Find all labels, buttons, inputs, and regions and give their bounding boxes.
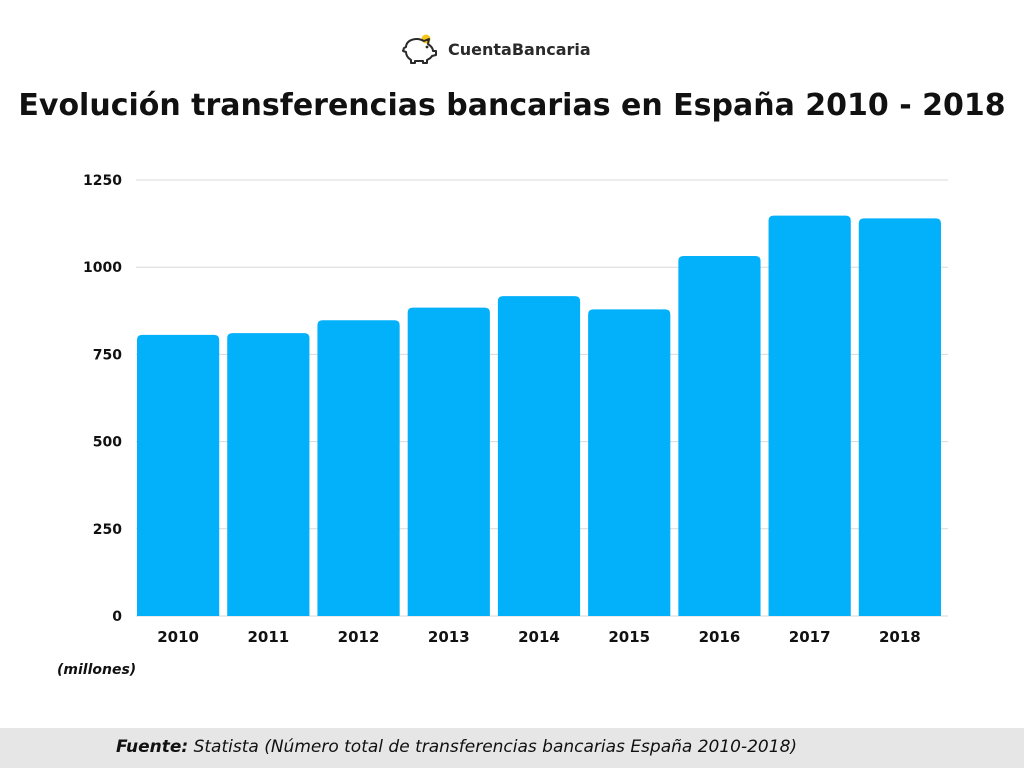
- y-axis-tick-labels: 0 250 500 750 1000 1250: [83, 173, 122, 625]
- x-tick-label: 2010: [157, 628, 199, 646]
- x-tick-label: 2015: [608, 628, 650, 646]
- x-tick-label: 2017: [789, 628, 831, 646]
- y-tick-label: 750: [93, 347, 122, 363]
- source-label: Fuente:: [116, 737, 189, 757]
- y-tick-label: 250: [93, 522, 122, 538]
- bar-2013: [407, 307, 490, 616]
- bar-2014: [497, 296, 581, 616]
- bar-2015: [588, 309, 671, 616]
- bar-2012: [317, 320, 400, 616]
- brand-logo: CuentaBancaria: [400, 32, 591, 66]
- bar-2010: [137, 334, 220, 616]
- y-tick-label: 1000: [83, 260, 122, 276]
- x-tick-label: 2013: [428, 628, 470, 646]
- bar-2011: [227, 333, 310, 616]
- bar-2016: [678, 256, 761, 616]
- y-tick-label: 500: [93, 435, 122, 451]
- x-tick-label: 2016: [699, 628, 741, 646]
- x-tick-label: 2014: [518, 628, 560, 646]
- brand-name: CuentaBancaria: [448, 39, 591, 59]
- unit-note: (millones): [57, 662, 137, 678]
- y-tick-label: 1250: [83, 173, 122, 189]
- x-tick-label: 2011: [247, 628, 289, 646]
- x-tick-label: 2012: [338, 628, 380, 646]
- bars: [137, 215, 941, 617]
- x-axis-tick-labels: 2010 2011 2012 2013 2014 2015 2016 2017 2018: [157, 628, 921, 646]
- piggy-bank-icon: [402, 34, 437, 64]
- y-tick-label: 0: [112, 609, 122, 625]
- x-tick-label: 2018: [879, 628, 921, 646]
- bar-2017: [768, 215, 851, 616]
- bar-2018: [858, 218, 941, 617]
- source-description: Statista (Número total de transferencias…: [188, 737, 798, 757]
- source-footer: Fuente: Statista (Número total de transf…: [0, 728, 1024, 768]
- chart-title: Evolución transferencias bancarias en Es…: [18, 88, 1006, 123]
- source-text: Fuente: Statista (Número total de transf…: [116, 737, 797, 757]
